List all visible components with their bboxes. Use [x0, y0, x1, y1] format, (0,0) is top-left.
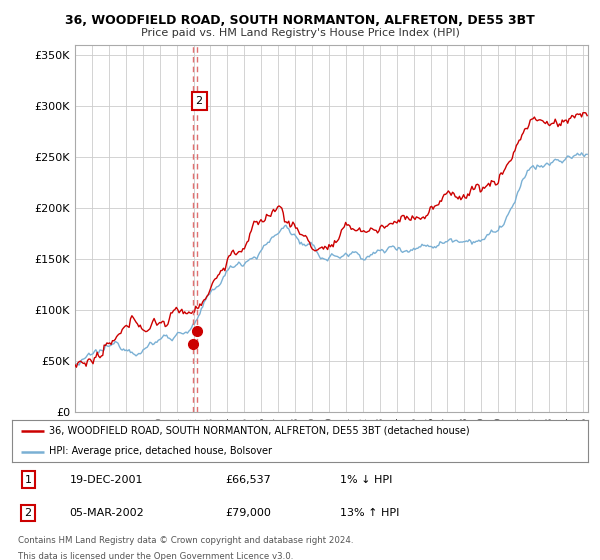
Text: This data is licensed under the Open Government Licence v3.0.: This data is licensed under the Open Gov…	[18, 552, 293, 560]
Text: 19-DEC-2001: 19-DEC-2001	[70, 474, 143, 484]
Text: Contains HM Land Registry data © Crown copyright and database right 2024.: Contains HM Land Registry data © Crown c…	[18, 536, 353, 545]
Text: 1% ↓ HPI: 1% ↓ HPI	[340, 474, 392, 484]
Text: HPI: Average price, detached house, Bolsover: HPI: Average price, detached house, Bols…	[49, 446, 272, 456]
Text: £79,000: £79,000	[225, 508, 271, 518]
Text: 36, WOODFIELD ROAD, SOUTH NORMANTON, ALFRETON, DE55 3BT (detached house): 36, WOODFIELD ROAD, SOUTH NORMANTON, ALF…	[49, 426, 470, 436]
Text: £66,537: £66,537	[225, 474, 271, 484]
Text: 05-MAR-2002: 05-MAR-2002	[70, 508, 145, 518]
Text: 13% ↑ HPI: 13% ↑ HPI	[340, 508, 400, 518]
Text: 36, WOODFIELD ROAD, SOUTH NORMANTON, ALFRETON, DE55 3BT: 36, WOODFIELD ROAD, SOUTH NORMANTON, ALF…	[65, 14, 535, 27]
Text: Price paid vs. HM Land Registry's House Price Index (HPI): Price paid vs. HM Land Registry's House …	[140, 28, 460, 38]
Text: 2: 2	[25, 508, 32, 518]
Text: 1: 1	[25, 474, 32, 484]
Text: 2: 2	[196, 96, 203, 106]
